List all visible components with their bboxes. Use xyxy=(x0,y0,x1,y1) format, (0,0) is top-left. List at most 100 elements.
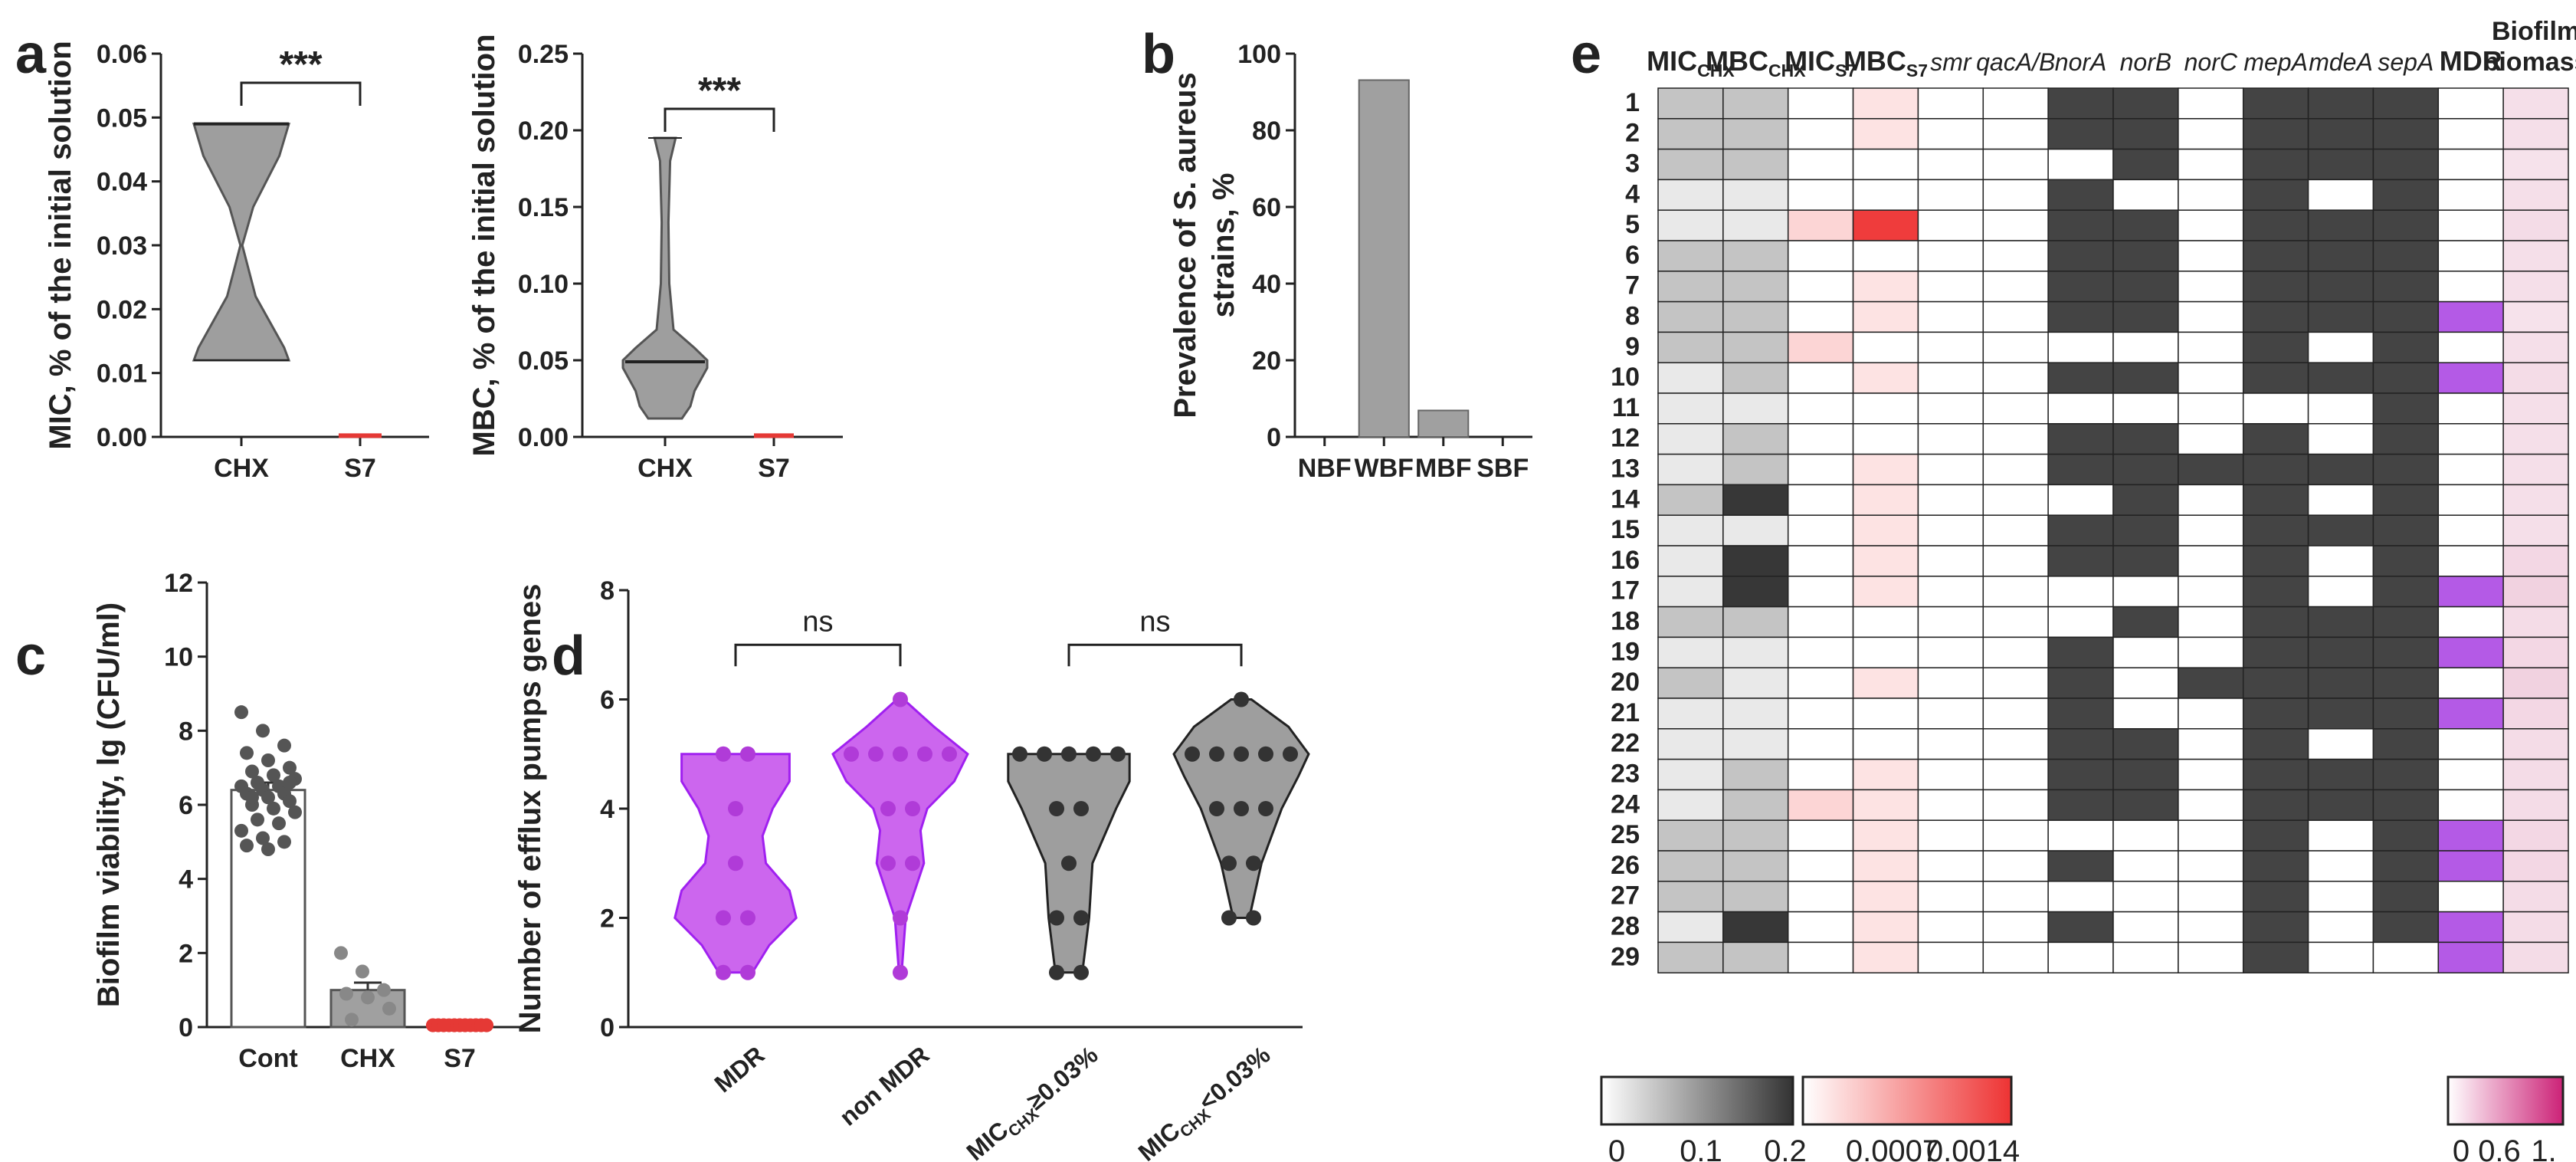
panel-d-efflux-violin: 0 2 4 6 8 Number of efflux pumps genes MDR non … xyxy=(513,576,1310,1162)
heatmap-cell xyxy=(2178,758,2244,791)
row-label: 26 xyxy=(1611,851,1640,880)
heatmap-cell xyxy=(2178,545,2244,577)
row-label: 14 xyxy=(1611,484,1640,514)
heatmap-cell xyxy=(2372,271,2440,303)
column-header: MICCHX xyxy=(1647,45,1735,80)
heatmap-cell xyxy=(2502,576,2569,608)
data-point xyxy=(261,842,275,856)
row-label: 20 xyxy=(1611,668,1640,697)
colorbar-tick: 0.1 xyxy=(1680,1134,1722,1162)
column-header: sepA xyxy=(2378,48,2433,76)
data-point xyxy=(740,746,755,762)
heatmap-cell xyxy=(2502,240,2569,272)
heatmap-cell xyxy=(1722,698,1789,730)
heatmap-cell xyxy=(2047,179,2114,211)
heatmap-cell xyxy=(2178,392,2244,425)
heatmap-cell xyxy=(1657,881,1724,913)
y-tick-label: 0.00 xyxy=(518,423,569,452)
heatmap-cell xyxy=(1917,667,1984,699)
heatmap-cell xyxy=(1787,728,1854,760)
heatmap-cell xyxy=(2372,850,2440,882)
heatmap-cell xyxy=(1722,545,1789,577)
heatmap-cell xyxy=(1787,576,1854,608)
heatmap-cell xyxy=(2112,179,2179,211)
heatmap-cell xyxy=(1657,240,1724,272)
heatmap-cell xyxy=(2437,728,2504,760)
heatmap-cell xyxy=(1657,300,1724,333)
x-tick-label: non MDR xyxy=(834,1041,935,1131)
colorbar-tick: 0.0007 xyxy=(1846,1134,1939,1162)
heatmap-cell xyxy=(2047,911,2114,944)
heatmap-cell xyxy=(2502,606,2569,638)
heatmap-cell xyxy=(2502,728,2569,760)
data-point xyxy=(728,855,743,872)
heatmap-cell xyxy=(2242,240,2309,272)
heatmap-cell xyxy=(1657,331,1724,363)
heatmap-cell xyxy=(2307,911,2374,944)
heatmap-cell xyxy=(2112,514,2179,547)
heatmap-cell xyxy=(1722,667,1789,699)
heatmap-cell xyxy=(1722,819,1789,852)
heatmap-cell xyxy=(2307,331,2374,363)
heatmap-cell xyxy=(1852,362,1919,394)
heatmap-cell xyxy=(2242,758,2309,791)
heatmap-cell xyxy=(1722,911,1789,944)
heatmap-cell xyxy=(2242,271,2309,303)
heatmap-cell xyxy=(2372,179,2440,211)
colorbar-tick: 0 xyxy=(2453,1134,2469,1162)
heatmap-cell xyxy=(2047,148,2114,181)
row-label: 21 xyxy=(1611,698,1640,727)
violin-1 xyxy=(831,698,969,974)
heatmap-cell xyxy=(2242,636,2309,668)
data-point xyxy=(893,910,908,926)
heatmap-cell xyxy=(1982,819,2049,852)
heatmap-cell xyxy=(1787,545,1854,577)
heatmap-cell xyxy=(1982,576,2049,608)
heatmap-cell xyxy=(2242,606,2309,638)
heatmap-cell xyxy=(2372,789,2440,821)
row-label: 7 xyxy=(1625,271,1640,300)
row-label: 6 xyxy=(1625,241,1640,270)
x-tick-label: CHX xyxy=(637,454,693,483)
y-axis-label: Biofilm viability, lg (CFU/ml) xyxy=(92,602,126,1007)
data-point xyxy=(1037,746,1052,762)
heatmap-cell xyxy=(2178,87,2244,120)
data-point xyxy=(1209,746,1224,762)
heatmap-cell xyxy=(2242,453,2309,486)
heatmap-cell xyxy=(2112,911,2179,944)
heatmap-cell xyxy=(2307,698,2374,730)
heatmap-cell xyxy=(2437,667,2504,699)
heatmap-cell xyxy=(1852,819,1919,852)
heatmap-cell xyxy=(2502,331,2569,363)
data-point xyxy=(740,910,755,926)
heatmap-cell xyxy=(2307,148,2374,181)
significance-bracket xyxy=(240,81,362,106)
data-point xyxy=(234,705,248,720)
y-tick-label: 0.00 xyxy=(97,423,147,452)
heatmap-cell xyxy=(1982,881,2049,913)
data-point xyxy=(1049,801,1064,816)
heatmap-cell xyxy=(1852,911,1919,944)
heatmap-cell xyxy=(1787,118,1854,150)
heatmap-cell xyxy=(2178,240,2244,272)
heatmap-cell xyxy=(1722,636,1789,668)
heatmap-cell xyxy=(2112,118,2179,150)
heatmap-cell xyxy=(2307,118,2374,150)
heatmap-cell xyxy=(2307,87,2374,120)
column-header: norA xyxy=(2055,48,2107,76)
heatmap-cell xyxy=(2502,941,2569,973)
heatmap-cell xyxy=(2372,758,2440,791)
heatmap-cell xyxy=(2502,636,2569,668)
data-point xyxy=(1221,855,1237,872)
heatmap-cell xyxy=(2502,881,2569,913)
heatmap-cell xyxy=(1657,484,1724,516)
heatmap-cell xyxy=(2307,881,2374,913)
heatmap-cell xyxy=(1787,240,1854,272)
data-point xyxy=(1246,855,1261,872)
heatmap-cell xyxy=(2242,179,2309,211)
data-point xyxy=(917,746,932,762)
heatmap-cell xyxy=(1917,209,1984,241)
heatmap-cell xyxy=(2307,179,2374,211)
heatmap-cell xyxy=(2178,819,2244,852)
row-label: 24 xyxy=(1611,789,1640,819)
